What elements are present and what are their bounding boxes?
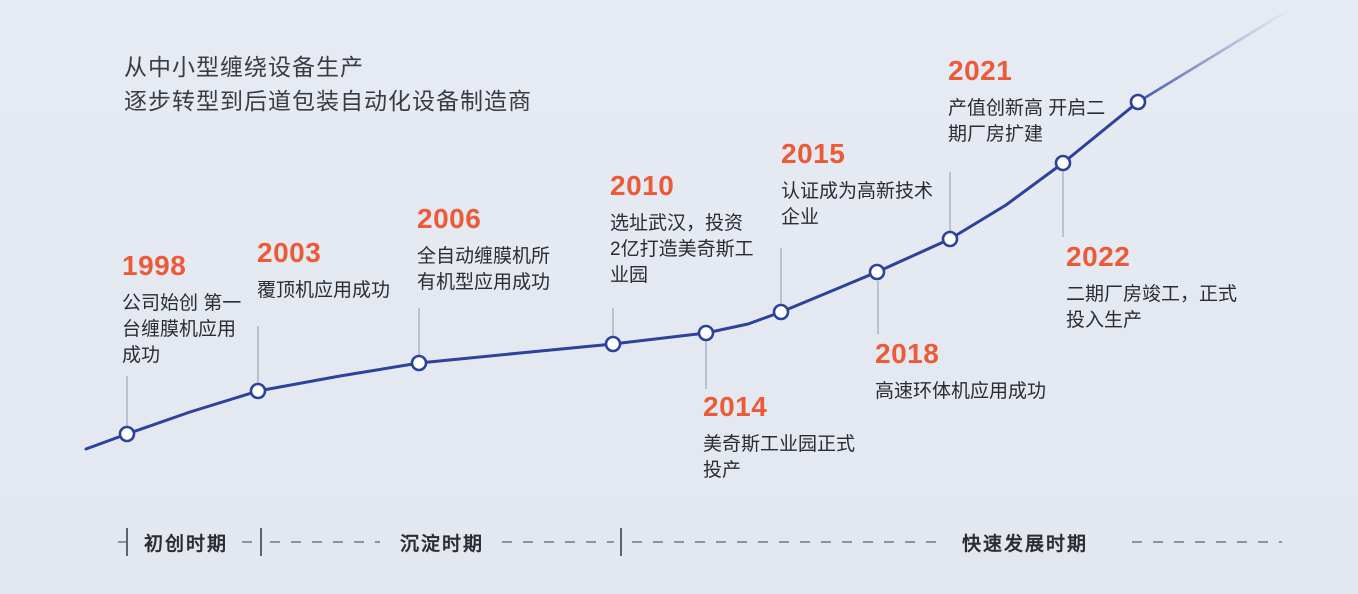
- milestone-desc: 公司始创 第一 台缠膜机应用 成功: [122, 293, 242, 366]
- node-2003: [249, 382, 267, 400]
- milestone-2018: 2018 高速环体机应用成功: [875, 338, 1046, 405]
- milestone-2014: 2014 美奇斯工业园正式 投产: [703, 391, 855, 484]
- milestone-1998: 1998 公司始创 第一 台缠膜机应用 成功: [122, 250, 241, 369]
- node-2018: [868, 263, 886, 281]
- phase-axis: 初创时期 沉淀时期 快速发展时期: [118, 528, 1283, 556]
- phase-dash: [502, 541, 615, 543]
- phase-tick: [620, 528, 623, 556]
- node-2021: [941, 230, 959, 248]
- node-2015: [772, 303, 790, 321]
- node-2010: [604, 335, 622, 353]
- phase-dash: [1132, 541, 1283, 543]
- node-2006: [410, 354, 428, 372]
- milestone-2010: 2010 选址武汉，投资 2亿打造美奇斯工 业园: [610, 170, 754, 289]
- milestone-year: 2014: [703, 391, 768, 422]
- milestone-year: 2006: [417, 203, 482, 234]
- milestone-2006: 2006 全自动缠膜机所 有机型应用成功: [417, 203, 550, 296]
- milestone-desc: 高速环体机应用成功: [875, 381, 1047, 402]
- node-endpoint: [1129, 93, 1147, 111]
- milestone-2003: 2003 覆顶机应用成功: [257, 237, 390, 304]
- phase-tick: [126, 528, 128, 556]
- phase-tick: [260, 528, 263, 556]
- phase-label-accumulation: 沉淀时期: [400, 533, 485, 555]
- milestone-desc: 二期厂房竣工，正式 投入生产: [1066, 284, 1238, 331]
- phase-dash: [270, 541, 381, 543]
- milestone-stems: [126, 171, 1064, 426]
- milestone-desc: 产值创新高 开启二 期厂房扩建: [948, 98, 1106, 145]
- milestone-year: 2018: [875, 338, 940, 369]
- milestone-2021: 2021 产值创新高 开启二 期厂房扩建: [948, 55, 1105, 148]
- page-title: 从中小型缠绕设备生产 逐步转型到后道包装自动化设备制造商: [124, 54, 532, 114]
- node-2022: [1054, 154, 1072, 172]
- milestone-year: 2015: [781, 138, 846, 169]
- milestone-desc: 美奇斯工业园正式 投产: [703, 434, 856, 481]
- milestone-year: 2021: [948, 55, 1013, 86]
- growth-line-fade-tail: [1136, 6, 1294, 104]
- node-2014: [697, 324, 715, 342]
- phase-dash: [118, 541, 126, 543]
- phase-label-rapid-growth: 快速发展时期: [962, 533, 1089, 555]
- milestone-year: 2010: [610, 170, 675, 201]
- node-1998: [118, 425, 136, 443]
- milestone-year: 1998: [122, 250, 187, 281]
- milestone-year: 2022: [1066, 241, 1131, 272]
- milestone-desc: 覆顶机应用成功: [257, 280, 391, 301]
- milestone-desc: 选址武汉，投资 2亿打造美奇斯工 业园: [610, 213, 754, 286]
- phase-dash: [242, 541, 257, 543]
- phase-dash: [632, 541, 943, 543]
- milestone-desc: 全自动缠膜机所 有机型应用成功: [417, 246, 551, 293]
- phase-label-startup: 初创时期: [144, 533, 229, 555]
- timeline-nodes: [118, 93, 1147, 443]
- milestone-2022: 2022 二期厂房竣工，正式 投入生产: [1066, 241, 1237, 334]
- milestone-year: 2003: [257, 237, 322, 268]
- milestone-desc: 认证成为高新技术 企业: [781, 181, 934, 228]
- milestone-2015: 2015 认证成为高新技术 企业: [781, 138, 933, 231]
